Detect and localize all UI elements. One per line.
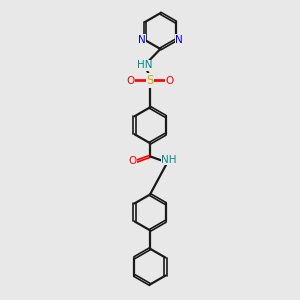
Text: O: O — [127, 76, 135, 85]
Text: HN: HN — [136, 60, 152, 70]
Text: N: N — [175, 35, 183, 45]
Text: O: O — [165, 76, 173, 85]
Text: S: S — [146, 74, 154, 87]
Text: N: N — [138, 35, 146, 45]
Text: NH: NH — [161, 155, 177, 165]
Text: O: O — [128, 156, 137, 166]
